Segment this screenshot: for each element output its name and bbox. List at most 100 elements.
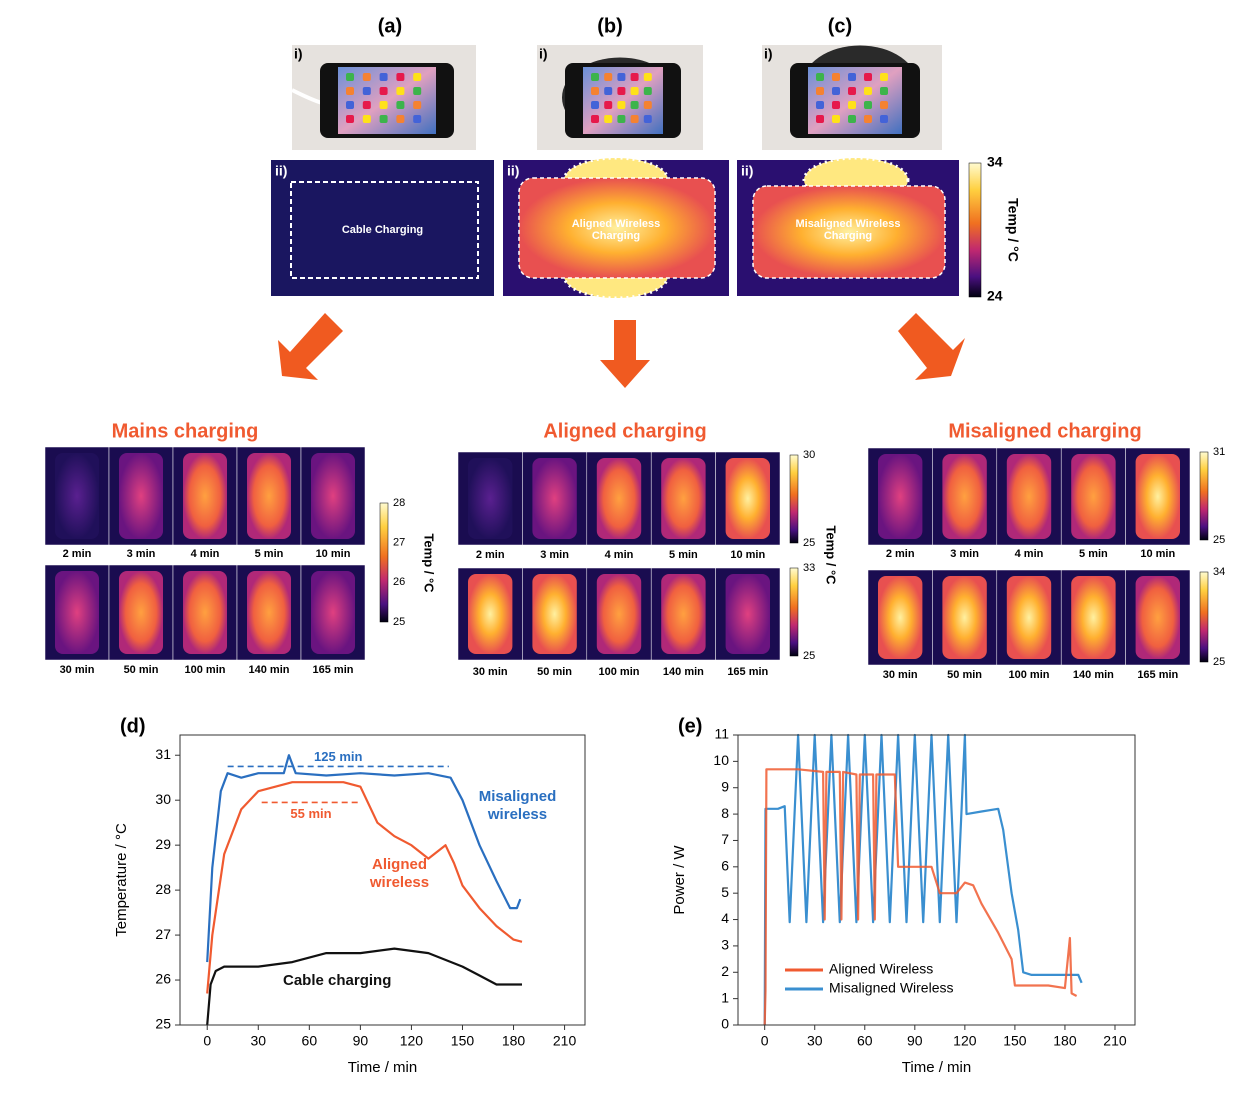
app-icon bbox=[832, 73, 840, 81]
plot-frame bbox=[179, 734, 586, 1026]
thermal-caption-box: Aligned Wireless Charging bbox=[571, 218, 661, 242]
time-label: 10 min bbox=[730, 549, 765, 561]
app-icon bbox=[816, 73, 824, 81]
thermal-caption: Cable Charging bbox=[341, 224, 424, 236]
thermal-phone bbox=[1006, 576, 1052, 659]
app-icon bbox=[617, 73, 626, 81]
series-line bbox=[206, 781, 523, 994]
thermal-phone bbox=[1071, 454, 1116, 539]
time-label: 4 min bbox=[1015, 548, 1044, 560]
app-icon bbox=[413, 115, 422, 123]
app-icon bbox=[864, 73, 872, 81]
time-label: 140 min bbox=[1073, 669, 1114, 681]
thermal-phone bbox=[247, 453, 291, 539]
thermal-phone bbox=[1071, 576, 1116, 659]
app-icon bbox=[591, 101, 599, 109]
annotation: 125 min bbox=[314, 749, 362, 764]
colorbar-tick-label: 25 bbox=[803, 650, 815, 662]
app-icon bbox=[604, 115, 613, 123]
app-icon bbox=[816, 87, 824, 95]
y-tick-label: 25 bbox=[155, 1016, 171, 1032]
thermal-caption: Misaligned Wireless Charging bbox=[795, 218, 901, 242]
colorbar-tick-label: 30 bbox=[803, 449, 815, 461]
sequence-title: Misaligned charging bbox=[948, 420, 1141, 442]
app-icon bbox=[832, 87, 840, 95]
time-label: 165 min bbox=[313, 664, 354, 676]
series-line bbox=[763, 733, 1083, 1026]
thermal-label: ii) bbox=[275, 163, 287, 179]
time-label: 50 min bbox=[947, 669, 982, 681]
x-tick-label: 120 bbox=[400, 1033, 424, 1049]
x-tick-label: 0 bbox=[761, 1033, 769, 1049]
time-label: 2 min bbox=[476, 549, 505, 561]
thermal-phone bbox=[942, 576, 987, 659]
series-label: Aligned wireless bbox=[369, 856, 430, 891]
app-icon bbox=[591, 87, 599, 95]
app-icon bbox=[413, 101, 422, 109]
app-icon bbox=[880, 101, 888, 109]
time-label: 5 min bbox=[669, 549, 698, 561]
colorbar-tick-label: 33 bbox=[803, 562, 815, 574]
time-label: 10 min bbox=[316, 548, 351, 560]
arrow bbox=[600, 320, 650, 388]
series-label-box: Misaligned wireless bbox=[479, 788, 557, 823]
app-icon bbox=[346, 115, 354, 123]
x-tick-label: 30 bbox=[250, 1033, 266, 1049]
thermal-phone bbox=[247, 571, 291, 654]
app-icon bbox=[413, 87, 422, 95]
app-icon bbox=[604, 101, 613, 109]
time-label: 4 min bbox=[605, 549, 634, 561]
x-tick-label: 120 bbox=[953, 1033, 977, 1049]
time-label: 10 min bbox=[1140, 548, 1175, 560]
time-label: 50 min bbox=[537, 666, 572, 678]
x-tick-label: 210 bbox=[1103, 1033, 1127, 1049]
y-tick-label: 30 bbox=[155, 791, 171, 807]
thermal-phone bbox=[878, 576, 923, 659]
colorbar-label: Temp / °C bbox=[824, 525, 839, 585]
panel-label: (b) bbox=[597, 15, 623, 37]
time-label: 5 min bbox=[1079, 548, 1108, 560]
app-icon bbox=[396, 87, 405, 95]
app-icon bbox=[848, 73, 856, 81]
colorbar-tick-label: 25 bbox=[1213, 534, 1225, 546]
thermal-label: ii) bbox=[507, 163, 519, 179]
time-label: 3 min bbox=[540, 549, 569, 561]
time-label: 50 min bbox=[124, 664, 159, 676]
time-label: 140 min bbox=[249, 664, 290, 676]
y-axis-label: Power / W bbox=[671, 845, 688, 915]
arrow bbox=[898, 313, 965, 380]
colorbar-tick-label: 25 bbox=[393, 616, 405, 628]
thermal-phone bbox=[468, 574, 513, 654]
time-label: 100 min bbox=[1009, 669, 1050, 681]
y-tick-label: 29 bbox=[155, 836, 171, 852]
x-tick-label: 180 bbox=[1053, 1033, 1077, 1049]
x-tick-label: 180 bbox=[502, 1033, 526, 1049]
thermal-phone bbox=[725, 458, 770, 539]
y-tick-label: 27 bbox=[155, 926, 171, 942]
app-icon bbox=[362, 73, 371, 81]
time-label: 30 min bbox=[60, 664, 95, 676]
app-icon bbox=[880, 73, 888, 81]
panel-label: (c) bbox=[828, 15, 852, 37]
phone-heat bbox=[518, 177, 716, 279]
app-icon bbox=[816, 115, 824, 123]
x-axis-label: Time / min bbox=[902, 1059, 971, 1076]
app-icon bbox=[362, 115, 371, 123]
colorbar-tick-label: 24 bbox=[987, 288, 1003, 304]
app-icon bbox=[604, 87, 613, 95]
series-label-box: Cable charging bbox=[283, 972, 391, 989]
thermal-caption: Aligned Wireless Charging bbox=[571, 218, 661, 242]
thermal-phone bbox=[1006, 454, 1052, 539]
y-tick-label: 0 bbox=[721, 1016, 729, 1032]
photo-label: i) bbox=[294, 46, 303, 62]
colorbar-tick-label: 34 bbox=[1213, 566, 1225, 578]
app-icon bbox=[832, 115, 840, 123]
app-icon bbox=[880, 87, 888, 95]
time-label: 100 min bbox=[599, 666, 640, 678]
app-icon bbox=[864, 115, 872, 123]
y-tick-label: 7 bbox=[721, 831, 729, 847]
phone-outline bbox=[290, 181, 479, 279]
app-icon bbox=[346, 73, 354, 81]
app-icon bbox=[848, 115, 856, 123]
